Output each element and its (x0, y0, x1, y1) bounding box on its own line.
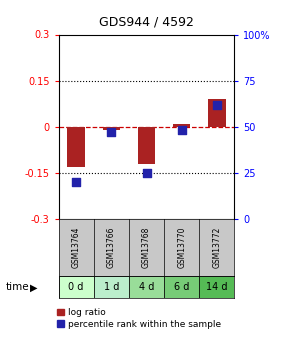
Point (109, 130, 114, 135)
Point (74, 179, 79, 185)
Text: ▶: ▶ (30, 283, 38, 292)
Text: GSM13768: GSM13768 (142, 227, 151, 268)
Text: 1 d: 1 d (104, 282, 119, 292)
Text: GSM13772: GSM13772 (212, 227, 221, 268)
Bar (208, 99, 226, 127)
Text: 0 d: 0 d (69, 282, 84, 292)
Point (179, 128, 184, 133)
Bar (129, 276, 164, 298)
Text: 4 d: 4 d (139, 282, 154, 292)
Text: 6 d: 6 d (174, 282, 189, 292)
Text: time: time (6, 283, 30, 292)
Text: 14 d: 14 d (206, 282, 228, 292)
Point (214, 102, 219, 107)
Bar (94, 276, 129, 298)
Text: GSM13770: GSM13770 (177, 227, 186, 268)
Bar (59, 276, 94, 298)
Bar (199, 276, 234, 298)
Bar (67, 127, 85, 167)
Bar (138, 127, 155, 164)
Text: GSM13764: GSM13764 (72, 227, 81, 268)
Text: GSM13766: GSM13766 (107, 227, 116, 268)
Bar (164, 276, 199, 298)
Bar (103, 127, 120, 130)
Text: GDS944 / 4592: GDS944 / 4592 (99, 16, 194, 29)
Point (144, 170, 149, 176)
Bar (173, 124, 190, 127)
Legend: log ratio, percentile rank within the sample: log ratio, percentile rank within the sa… (57, 308, 221, 329)
